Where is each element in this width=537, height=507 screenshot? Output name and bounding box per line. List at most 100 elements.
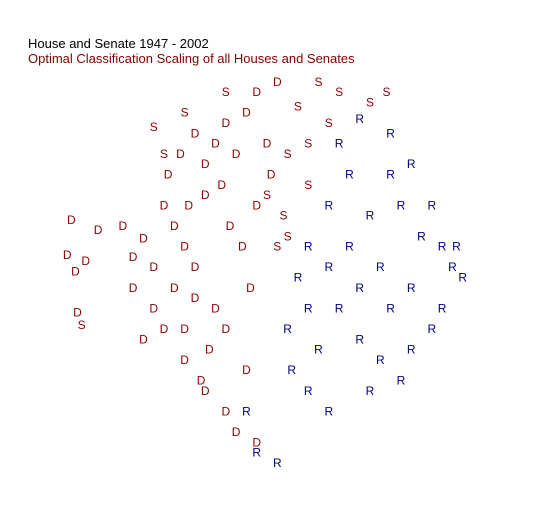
point-r-25: R (366, 209, 375, 223)
point-r-36: R (397, 373, 406, 387)
point-r-26: R (397, 198, 406, 212)
point-r-5: R (452, 240, 461, 254)
point-s-15: S (294, 99, 302, 113)
point-d-37: D (232, 147, 241, 161)
point-d-33: D (238, 240, 247, 254)
point-d-26: D (252, 435, 261, 449)
point-r-1: R (366, 384, 375, 398)
point-r-28: R (324, 198, 333, 212)
point-r-30: R (376, 353, 385, 367)
point-s-2: S (181, 106, 189, 120)
point-r-10: R (355, 112, 364, 126)
point-d-3: D (81, 254, 90, 268)
point-d-36: D (191, 291, 200, 305)
point-d-4: D (73, 305, 82, 319)
point-d-15: D (191, 260, 200, 274)
point-r-13: R (294, 270, 303, 284)
point-d-9: D (139, 332, 148, 346)
point-d-14: D (180, 240, 189, 254)
point-r-9: R (386, 126, 395, 140)
point-s-14: S (222, 85, 230, 99)
point-s-8: S (304, 137, 312, 151)
point-r-6: R (458, 270, 467, 284)
point-d-30: D (201, 188, 210, 202)
point-d-21: D (273, 75, 282, 89)
point-d-8: D (129, 250, 138, 264)
point-d-41: D (201, 384, 210, 398)
point-s-1: S (150, 120, 158, 134)
point-d-22: D (205, 343, 214, 357)
point-r-2: R (407, 343, 416, 357)
point-d-28: D (170, 281, 179, 295)
point-r-7: R (427, 198, 436, 212)
point-r-21: R (386, 301, 395, 315)
point-s-13: S (314, 75, 322, 89)
point-s-3: S (160, 147, 168, 161)
point-d-47: D (191, 126, 200, 140)
point-d-2: D (71, 264, 80, 278)
point-r-38: R (324, 260, 333, 274)
point-r-27: R (417, 229, 426, 243)
point-d-31: D (217, 178, 226, 192)
point-r-0: R (324, 404, 333, 418)
point-r-29: R (314, 343, 323, 357)
point-d-29: D (184, 198, 193, 212)
point-d-5: D (94, 223, 103, 237)
chart-subtitle: Optimal Classification Scaling of all Ho… (28, 51, 355, 66)
point-d-44: D (149, 260, 158, 274)
point-d-19: D (242, 106, 251, 120)
point-r-3: R (438, 301, 447, 315)
point-r-19: R (242, 404, 251, 418)
point-r-31: R (407, 281, 416, 295)
point-d-42: D (180, 353, 189, 367)
point-r-34: R (345, 167, 354, 181)
point-d-17: D (211, 137, 220, 151)
point-r-14: R (283, 322, 292, 336)
point-s-9: S (284, 147, 292, 161)
point-s-0: S (78, 318, 86, 332)
point-r-32: R (438, 240, 447, 254)
point-r-17: R (252, 446, 261, 460)
point-d-27: D (180, 322, 189, 336)
point-s-7: S (325, 116, 333, 130)
point-r-37: R (304, 301, 313, 315)
point-s-10: S (279, 209, 287, 223)
point-s-16: S (273, 240, 281, 254)
point-s-12: S (263, 188, 271, 202)
point-d-10: D (149, 301, 158, 315)
point-d-20: D (252, 85, 261, 99)
point-d-49: D (252, 198, 261, 212)
point-r-20: R (376, 260, 385, 274)
point-r-18: R (273, 456, 282, 470)
point-r-22: R (355, 332, 364, 346)
point-d-32: D (226, 219, 235, 233)
point-d-43: D (160, 322, 169, 336)
point-r-33: R (386, 167, 395, 181)
point-r-35: R (427, 322, 436, 336)
point-d-24: D (221, 404, 230, 418)
point-d-18: D (221, 116, 230, 130)
point-d-46: D (176, 147, 185, 161)
point-d-23: D (197, 373, 206, 387)
chart-title: House and Senate 1947 - 2002 (28, 36, 209, 51)
point-r-16: R (304, 384, 313, 398)
point-d-39: D (221, 322, 230, 336)
point-d-7: D (139, 231, 148, 245)
point-d-0: D (67, 213, 76, 227)
point-d-1: D (63, 248, 72, 262)
point-s-5: S (366, 95, 374, 109)
point-s-4: S (335, 85, 343, 99)
point-r-23: R (335, 301, 344, 315)
point-d-16: D (201, 157, 210, 171)
point-r-15: R (287, 363, 296, 377)
point-d-25: D (232, 425, 241, 439)
point-d-40: D (242, 363, 251, 377)
point-r-8: R (407, 157, 416, 171)
point-d-48: D (267, 167, 276, 181)
point-r-12: R (304, 240, 313, 254)
point-d-13: D (170, 219, 179, 233)
point-s-17: S (304, 178, 312, 192)
point-r-4: R (448, 260, 457, 274)
